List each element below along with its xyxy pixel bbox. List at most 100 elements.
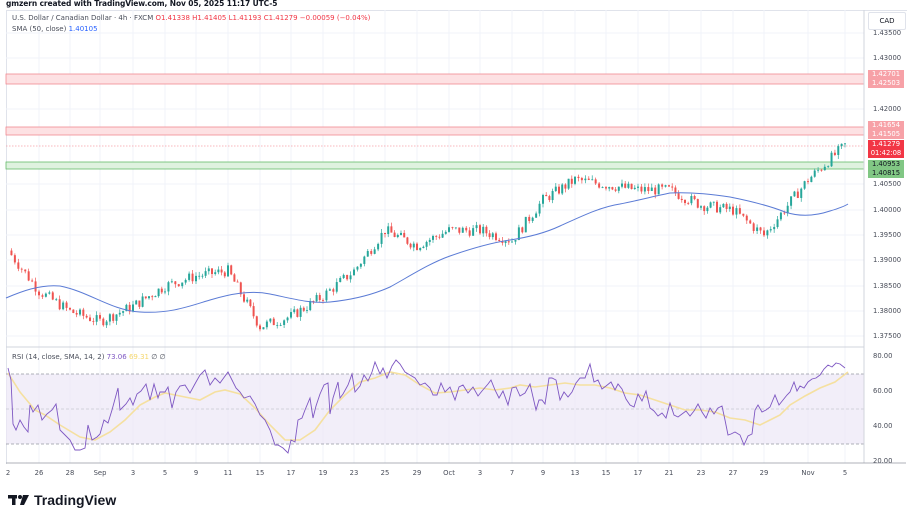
- candle: [719, 207, 722, 213]
- candle: [728, 206, 731, 209]
- candle: [840, 143, 843, 147]
- candle: [752, 223, 755, 231]
- candle: [99, 315, 101, 319]
- candle: [141, 296, 144, 307]
- candle: [85, 315, 88, 318]
- rsi-label: RSI (14, close, SMA, 14, 2): [12, 353, 105, 361]
- candle: [342, 274, 345, 279]
- credit-text: gmzern created with TradingView.com, Nov…: [6, 0, 278, 8]
- candle: [712, 201, 715, 203]
- candle: [269, 318, 272, 322]
- rsi-ma-value: 69.31: [128, 353, 149, 361]
- candle: [813, 170, 816, 177]
- candle: [62, 302, 65, 310]
- candle: [223, 272, 226, 277]
- candle: [837, 146, 840, 155]
- candle: [844, 143, 846, 145]
- candle: [833, 152, 836, 155]
- candle: [605, 187, 607, 189]
- candle: [227, 265, 229, 277]
- candle: [524, 216, 527, 233]
- candle: [79, 309, 81, 315]
- chart-legend: U.S. Dollar / Canadian Dollar · 4h · FXC…: [12, 13, 370, 35]
- chart-frame: [6, 10, 907, 464]
- candle: [396, 234, 399, 238]
- candle: [680, 198, 683, 201]
- candle: [65, 302, 68, 308]
- candle: [125, 304, 128, 312]
- candle: [535, 213, 538, 218]
- candle: [92, 320, 95, 322]
- currency-label[interactable]: CAD: [868, 12, 906, 30]
- candle: [306, 310, 308, 311]
- support-zone: [5, 161, 865, 170]
- rsi-extra: ∅ ∅: [151, 353, 166, 361]
- candle: [13, 255, 16, 263]
- candle: [654, 187, 657, 195]
- sma-line: [5, 192, 849, 313]
- candle: [293, 309, 296, 313]
- candle: [339, 278, 342, 283]
- candle: [611, 187, 614, 190]
- candle: [283, 320, 286, 325]
- candle: [41, 295, 44, 297]
- candle: [504, 241, 507, 243]
- time-axis-label: 5: [162, 469, 168, 477]
- sma-label[interactable]: SMA (50, close): [12, 25, 67, 33]
- candle: [554, 186, 557, 192]
- rsi-legend[interactable]: RSI (14, close, SMA, 14, 2) 73.06 69.31 …: [12, 353, 166, 361]
- time-axis-label: 15: [601, 469, 611, 477]
- candle: [318, 295, 321, 300]
- candle: [485, 226, 488, 234]
- time-axis-label: 29: [412, 469, 422, 477]
- candle: [157, 288, 160, 297]
- candle: [55, 299, 58, 301]
- candle: [732, 206, 734, 215]
- candle: [716, 201, 718, 213]
- candle: [384, 232, 386, 235]
- candle: [451, 227, 454, 229]
- candle: [44, 293, 47, 297]
- time-axis-label: 26: [34, 469, 44, 477]
- candle: [118, 312, 121, 315]
- candle: [647, 187, 650, 192]
- time-axis-label: 5: [842, 469, 848, 477]
- countdown: 01:42:08: [870, 149, 902, 157]
- candle: [204, 271, 207, 276]
- candle: [671, 186, 674, 188]
- price-axis-label: 1.39000: [873, 256, 902, 264]
- time-axis-label: 2: [5, 469, 11, 477]
- candle: [387, 226, 390, 235]
- candle: [214, 272, 217, 275]
- candle: [393, 232, 396, 238]
- candle: [703, 206, 706, 212]
- candle: [461, 227, 464, 233]
- candle: [170, 281, 173, 283]
- time-axis-label: 3: [477, 469, 483, 477]
- candle: [425, 241, 428, 247]
- candle: [299, 307, 302, 317]
- candle: [687, 202, 690, 204]
- candle: [363, 256, 366, 264]
- candle: [309, 300, 312, 311]
- candle: [742, 213, 745, 216]
- candle: [756, 227, 759, 231]
- candle: [89, 317, 91, 321]
- candle: [749, 220, 752, 224]
- time-axis-label: 9: [193, 469, 199, 477]
- candle: [633, 187, 636, 190]
- time-axis-label: Sep: [93, 469, 107, 477]
- candle: [246, 299, 249, 302]
- candle: [349, 275, 352, 280]
- candle: [594, 179, 597, 184]
- candle: [236, 281, 239, 283]
- tradingview-logo[interactable]: TradingView: [8, 492, 116, 508]
- candle: [664, 185, 667, 187]
- candle: [151, 296, 154, 298]
- candle: [115, 314, 118, 321]
- candle: [332, 289, 335, 292]
- candle: [34, 281, 37, 292]
- candle: [135, 300, 138, 305]
- candle: [498, 239, 501, 241]
